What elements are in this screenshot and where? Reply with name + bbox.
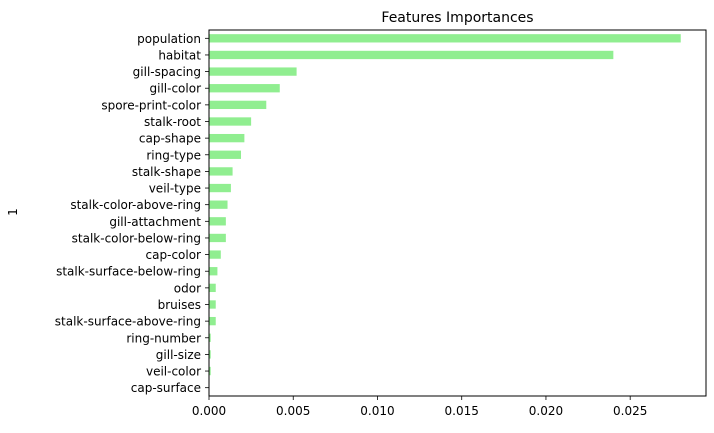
bar-gill-spacing bbox=[209, 67, 297, 76]
y-tick-label: veil-type bbox=[149, 182, 201, 196]
chart-title: Features Importances bbox=[381, 10, 533, 26]
bar-cap-color bbox=[209, 250, 221, 259]
bar-ring-number bbox=[209, 333, 211, 342]
y-tick-label: gill-spacing bbox=[133, 65, 201, 79]
bar-veil-color bbox=[209, 366, 211, 376]
x-tick-label: 0.000 bbox=[192, 404, 226, 418]
y-tick-label: odor bbox=[174, 281, 201, 295]
bar-cap-shape bbox=[209, 133, 245, 143]
y-tick-label: cap-shape bbox=[139, 132, 201, 146]
bar-gill-attachment bbox=[209, 217, 226, 226]
y-tick-label: gill-color bbox=[150, 82, 202, 96]
x-tick-label: 0.010 bbox=[360, 404, 394, 418]
y-tick-label: stalk-surface-above-ring bbox=[55, 315, 201, 329]
y-tick-label: population bbox=[137, 32, 201, 46]
bar-ring-type bbox=[209, 150, 242, 159]
y-tick-label: spore-print-color bbox=[101, 98, 201, 112]
bar-gill-color bbox=[209, 84, 280, 93]
bar-odor bbox=[209, 283, 216, 293]
y-tick-label: stalk-root bbox=[144, 115, 201, 129]
y-tick-label: cap-surface bbox=[131, 381, 201, 395]
y-axis-label: 1 bbox=[6, 208, 20, 216]
y-tick-label: stalk-color-below-ring bbox=[72, 231, 201, 245]
y-tick-label: gill-size bbox=[156, 348, 201, 362]
bars-group bbox=[209, 34, 681, 376]
bar-stalk-color-above-ring bbox=[209, 200, 228, 209]
y-tick-label: habitat bbox=[158, 48, 201, 62]
y-tick-label: gill-attachment bbox=[109, 215, 201, 229]
bar-habitat bbox=[209, 50, 614, 60]
bar-spore-print-color bbox=[209, 100, 267, 110]
x-tick-label: 0.005 bbox=[276, 404, 310, 418]
bar-stalk-shape bbox=[209, 167, 233, 176]
y-tick-label: stalk-surface-below-ring bbox=[56, 265, 201, 279]
bar-population bbox=[209, 34, 681, 43]
bar-veil-type bbox=[209, 183, 231, 193]
y-tick-label: stalk-shape bbox=[132, 165, 201, 179]
x-tick-label: 0.015 bbox=[445, 404, 479, 418]
bar-stalk-surface-above-ring bbox=[209, 316, 216, 326]
bar-bruises bbox=[209, 300, 216, 309]
bar-gill-size bbox=[209, 350, 211, 359]
y-tick-label: ring-number bbox=[126, 331, 201, 345]
bar-stalk-surface-below-ring bbox=[209, 267, 218, 276]
y-tick-label: veil-color bbox=[146, 365, 201, 379]
x-tick-label: 0.020 bbox=[529, 404, 563, 418]
x-tick-label: 0.025 bbox=[613, 404, 647, 418]
bar-stalk-color-below-ring bbox=[209, 233, 226, 243]
y-tick-label: ring-type bbox=[146, 148, 201, 162]
y-tick-label: bruises bbox=[158, 298, 201, 312]
x-ticks: 0.000 0.005 0.010 0.015 0.020 0.025 bbox=[192, 396, 647, 418]
plot-area-frame bbox=[208, 29, 707, 397]
y-tick-label: stalk-color-above-ring bbox=[70, 198, 201, 212]
bar-stalk-root bbox=[209, 117, 252, 126]
y-tick-label: cap-color bbox=[146, 248, 202, 262]
y-tick-labels: population habitat gill-spacing gill-color s… bbox=[55, 32, 209, 395]
